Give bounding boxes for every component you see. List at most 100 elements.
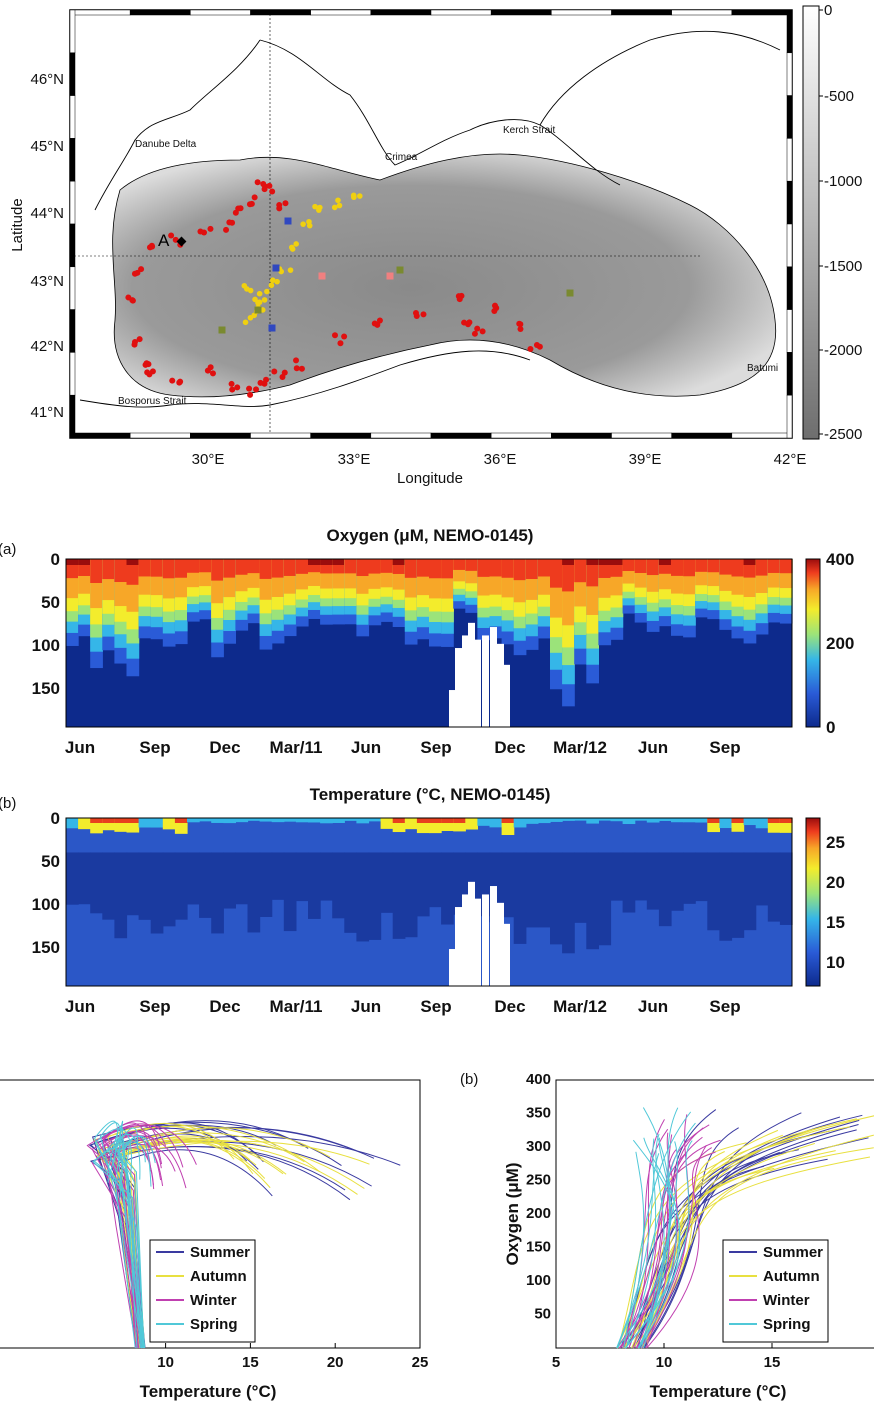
profile-line	[111, 1126, 235, 1349]
lat-tick-labels: 46°N 45°N 44°N 43°N 42°N 41°N	[30, 71, 64, 421]
profile-y-tick-label: 100	[526, 1272, 551, 1289]
red-float-dot	[491, 308, 498, 315]
oxygen-layer-cell	[719, 559, 733, 575]
yellow-float-dot	[256, 299, 263, 306]
oxygen-layer-cell	[501, 559, 515, 578]
colorbar-tick-label: 15	[826, 913, 845, 932]
station-square-marker	[268, 324, 276, 332]
profile-line	[92, 1141, 146, 1349]
profile-line	[97, 1132, 305, 1349]
data-gap-bar	[490, 627, 497, 796]
lon-tick-label: 33°E	[338, 451, 371, 468]
heatmap-x-tick-label: Jun	[65, 738, 95, 757]
data-gap-bar	[482, 894, 489, 1063]
coastline-south	[79, 350, 531, 408]
border-bottom-segment	[551, 432, 612, 439]
red-float-dot	[204, 367, 211, 374]
temp-surface-cell	[235, 818, 249, 823]
oxygen-layer-cell	[622, 559, 636, 572]
oxygen-layer-cell	[562, 559, 575, 592]
data-gap-bar	[449, 690, 456, 859]
label-bot-b: (b)	[460, 1071, 478, 1088]
temp-hot-cell	[126, 818, 140, 823]
temp-surface-cell	[259, 818, 273, 822]
profile-line	[624, 1167, 775, 1349]
red-float-dot	[527, 345, 534, 352]
map-xlabel: Longitude	[397, 470, 463, 487]
temp-surface-cell	[646, 818, 660, 823]
profile-line	[643, 1114, 863, 1349]
yellow-float-dot	[274, 278, 280, 285]
oxygen-layer-cell	[671, 559, 684, 576]
temp-surface-cell	[622, 818, 636, 825]
temp-cold-cell	[731, 852, 745, 938]
red-float-dot	[263, 376, 270, 383]
temp-hot-cell	[779, 818, 793, 823]
label-mid-b: (b)	[0, 795, 16, 812]
temp-cold-cell	[513, 852, 527, 944]
profile-line	[94, 1128, 145, 1349]
data-gap-bar	[503, 923, 510, 1092]
oxygen-layer-cell	[380, 559, 394, 573]
oxygen-layer-cell	[187, 559, 200, 573]
yellow-float-dot	[316, 207, 322, 213]
temp-cold-cell	[671, 852, 684, 911]
temp-surface-cell	[162, 818, 176, 830]
depth-colorbar	[802, 5, 820, 440]
profile-line	[623, 1111, 692, 1349]
oxygen-layer-cell	[429, 559, 442, 579]
yellow-float-dot	[247, 314, 254, 321]
data-gap-bar	[468, 622, 475, 791]
red-float-dot	[235, 205, 242, 212]
oxygen-surface-cell	[320, 559, 333, 565]
data-gap-bar	[490, 886, 497, 1055]
border-right-segment	[786, 180, 793, 225]
oxygen-layer-cell	[755, 559, 769, 576]
temp-surface-cell	[187, 818, 200, 823]
red-float-dot	[341, 333, 348, 340]
map-border-checker	[69, 9, 793, 439]
temp-surface-cell	[66, 818, 79, 829]
temp-surface-cell	[525, 818, 539, 824]
profile-line	[638, 1133, 665, 1349]
temp-cold-cell	[767, 852, 781, 922]
red-float-dot	[293, 357, 300, 364]
profile-line	[106, 1125, 141, 1349]
red-float-dot	[412, 310, 419, 317]
red-float-dot	[282, 200, 289, 207]
border-top-segment	[129, 9, 191, 16]
oxygen-layer-cell	[453, 559, 466, 570]
station-square-marker	[272, 264, 280, 272]
lat-tick-label: 46°N	[30, 71, 64, 88]
temp-surface-cell	[477, 818, 491, 826]
red-float-dot	[276, 205, 283, 212]
temp-cold-cell	[162, 852, 176, 927]
red-float-dot	[228, 380, 235, 387]
oxygen-heatmap: Oxygen (μM, NEMO-0145) 0 50 100 150 Jun Sep Dec…	[32, 526, 854, 859]
temp-surface-cell	[634, 818, 648, 821]
heatmap-x-tick-label: Sep	[139, 997, 170, 1016]
temp-cold-cell	[622, 852, 636, 913]
lat-tick-label: 45°N	[30, 138, 64, 155]
temp-surface-cell	[344, 818, 357, 821]
oxygen-layer-cell	[683, 559, 696, 577]
temp-cold-cell	[380, 852, 394, 913]
border-right-segment	[786, 138, 793, 182]
temp-hot-cell	[102, 818, 115, 823]
oxygen-layer-cell	[247, 559, 261, 574]
temp-hot-cell	[441, 818, 454, 823]
oxygen-layer-cell	[223, 559, 236, 578]
oxygen-layer-cell	[779, 559, 793, 574]
oxygen-layer-cell	[162, 559, 176, 579]
heatmap-y-tick-label: 100	[32, 636, 60, 655]
temp-surface-cell	[550, 818, 563, 822]
yellow-float-dot	[350, 192, 357, 199]
colorbar-tick-label: 400	[826, 550, 854, 569]
oxygen-layer-cell	[477, 559, 491, 577]
red-float-dot	[271, 368, 278, 375]
temp-cold-cell	[174, 852, 188, 920]
oxygen-layer-cell	[489, 559, 503, 577]
oxygen-surface-cell	[658, 559, 672, 565]
red-float-dot	[266, 182, 273, 189]
